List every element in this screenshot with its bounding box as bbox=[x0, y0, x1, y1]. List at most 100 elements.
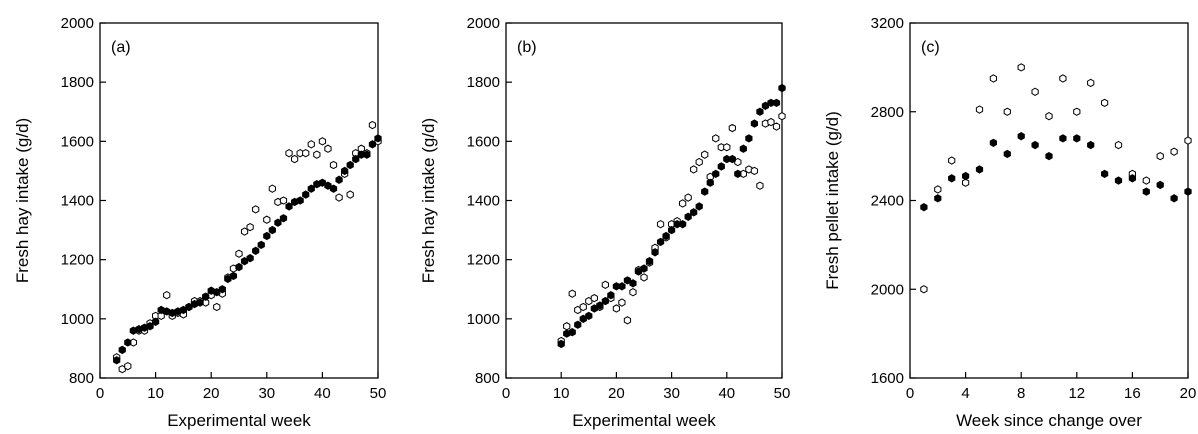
open-data-point bbox=[1073, 107, 1081, 116]
y-tick-label: 1600 bbox=[871, 370, 904, 387]
filled-data-point bbox=[1156, 180, 1164, 190]
panel-label: (b) bbox=[517, 39, 537, 56]
filled-data-point bbox=[1031, 140, 1039, 150]
y-tick-label: 2000 bbox=[871, 281, 904, 298]
panel-label: (c) bbox=[921, 39, 940, 56]
filled-data-point bbox=[667, 225, 676, 235]
open-data-point bbox=[563, 322, 571, 331]
open-data-point bbox=[612, 304, 621, 313]
open-data-point bbox=[1045, 112, 1053, 121]
filled-data-point bbox=[118, 345, 126, 355]
chart-panel-2: 0 10 20 30 40 50 800 1000 1200 1400 1600 1800 2000 Ex… bbox=[419, 15, 790, 430]
filled-data-point bbox=[163, 307, 171, 316]
open-data-point bbox=[684, 193, 692, 202]
filled-data-point bbox=[113, 356, 121, 365]
x-axis-title: Experimental week bbox=[167, 411, 311, 430]
open-data-point bbox=[989, 74, 998, 83]
filled-data-point bbox=[1128, 174, 1137, 183]
filled-data-point bbox=[701, 187, 709, 196]
y-tick-label: 1200 bbox=[61, 252, 94, 269]
filled-data-point bbox=[734, 169, 742, 179]
panel-label: (a) bbox=[111, 39, 131, 56]
open-data-point bbox=[313, 150, 321, 159]
filled-data-point bbox=[257, 240, 265, 250]
open-data-point bbox=[1142, 176, 1150, 185]
open-data-point bbox=[723, 143, 731, 152]
filled-data-point bbox=[335, 175, 343, 184]
filled-data-point bbox=[717, 162, 725, 171]
y-axis-title: Fresh hay intake (g/d) bbox=[13, 118, 32, 283]
filled-data-point bbox=[651, 248, 659, 257]
open-data-point bbox=[1184, 136, 1192, 145]
open-data-point bbox=[948, 156, 956, 165]
open-data-point bbox=[640, 273, 648, 282]
filled-data-point bbox=[679, 219, 687, 229]
open-data-point bbox=[213, 302, 221, 312]
filled-data-point bbox=[302, 190, 310, 199]
open-data-point bbox=[290, 154, 299, 164]
y-tick-label: 1400 bbox=[467, 193, 500, 210]
filled-data-point bbox=[218, 285, 226, 294]
x-tick-label: 0 bbox=[906, 385, 914, 402]
filled-data-point bbox=[778, 83, 786, 93]
open-data-point bbox=[163, 290, 171, 300]
filled-data-point bbox=[246, 254, 254, 263]
y-tick-label: 1400 bbox=[61, 193, 94, 210]
filled-data-point bbox=[1059, 134, 1067, 143]
filled-data-point bbox=[645, 256, 654, 266]
filled-data-point bbox=[1142, 187, 1150, 196]
open-data-point bbox=[263, 215, 271, 224]
y-tick-label: 1000 bbox=[467, 311, 500, 328]
y-tick-label: 2000 bbox=[61, 15, 94, 32]
y-tick-label: 800 bbox=[69, 370, 94, 387]
open-data-point bbox=[623, 316, 632, 325]
filled-data-point bbox=[207, 286, 215, 295]
open-data-point bbox=[772, 122, 781, 131]
open-data-point bbox=[1170, 147, 1178, 156]
filled-data-point bbox=[739, 144, 747, 153]
filled-data-point bbox=[374, 134, 382, 143]
plot-frame bbox=[99, 22, 379, 379]
filled-data-point bbox=[157, 305, 165, 315]
open-data-point bbox=[750, 166, 759, 176]
filled-data-point bbox=[318, 178, 327, 187]
filled-data-point bbox=[948, 174, 956, 183]
open-data-point bbox=[335, 193, 343, 202]
open-data-point bbox=[767, 117, 775, 127]
filled-data-point bbox=[229, 271, 238, 281]
filled-data-point bbox=[151, 317, 160, 326]
filled-data-point bbox=[341, 166, 349, 176]
y-tick-label: 1600 bbox=[61, 133, 94, 150]
x-tick-label: 50 bbox=[370, 385, 387, 402]
filled-data-point bbox=[235, 262, 243, 272]
y-tick-label: 1800 bbox=[467, 74, 500, 91]
x-tick-label: 16 bbox=[1124, 385, 1141, 402]
open-data-point bbox=[252, 205, 260, 214]
filled-data-point bbox=[1003, 149, 1011, 159]
filled-data-point bbox=[1184, 187, 1192, 196]
filled-data-point bbox=[750, 119, 759, 128]
filled-data-point bbox=[756, 107, 764, 116]
filled-data-point bbox=[1170, 194, 1178, 203]
plot-frame bbox=[505, 22, 783, 379]
open-data-point bbox=[346, 190, 354, 199]
filled-data-point bbox=[196, 298, 204, 307]
open-data-point bbox=[920, 285, 928, 294]
plot-frame bbox=[909, 22, 1189, 379]
x-tick-label: 20 bbox=[608, 385, 625, 402]
open-data-point bbox=[1100, 98, 1109, 108]
open-data-point bbox=[124, 361, 132, 371]
x-tick-label: 40 bbox=[314, 385, 331, 402]
y-axis-title: Fresh hay intake (g/d) bbox=[419, 118, 438, 283]
filled-data-point bbox=[745, 134, 753, 143]
filled-data-point bbox=[1087, 140, 1095, 150]
filled-data-point bbox=[1045, 151, 1053, 161]
y-tick-label: 2000 bbox=[467, 15, 500, 32]
open-data-point bbox=[1017, 63, 1025, 72]
filled-data-point bbox=[568, 327, 576, 337]
x-tick-label: 10 bbox=[147, 385, 164, 402]
filled-data-point bbox=[346, 160, 354, 170]
open-data-point bbox=[1156, 151, 1164, 161]
y-tick-label: 800 bbox=[475, 370, 500, 387]
